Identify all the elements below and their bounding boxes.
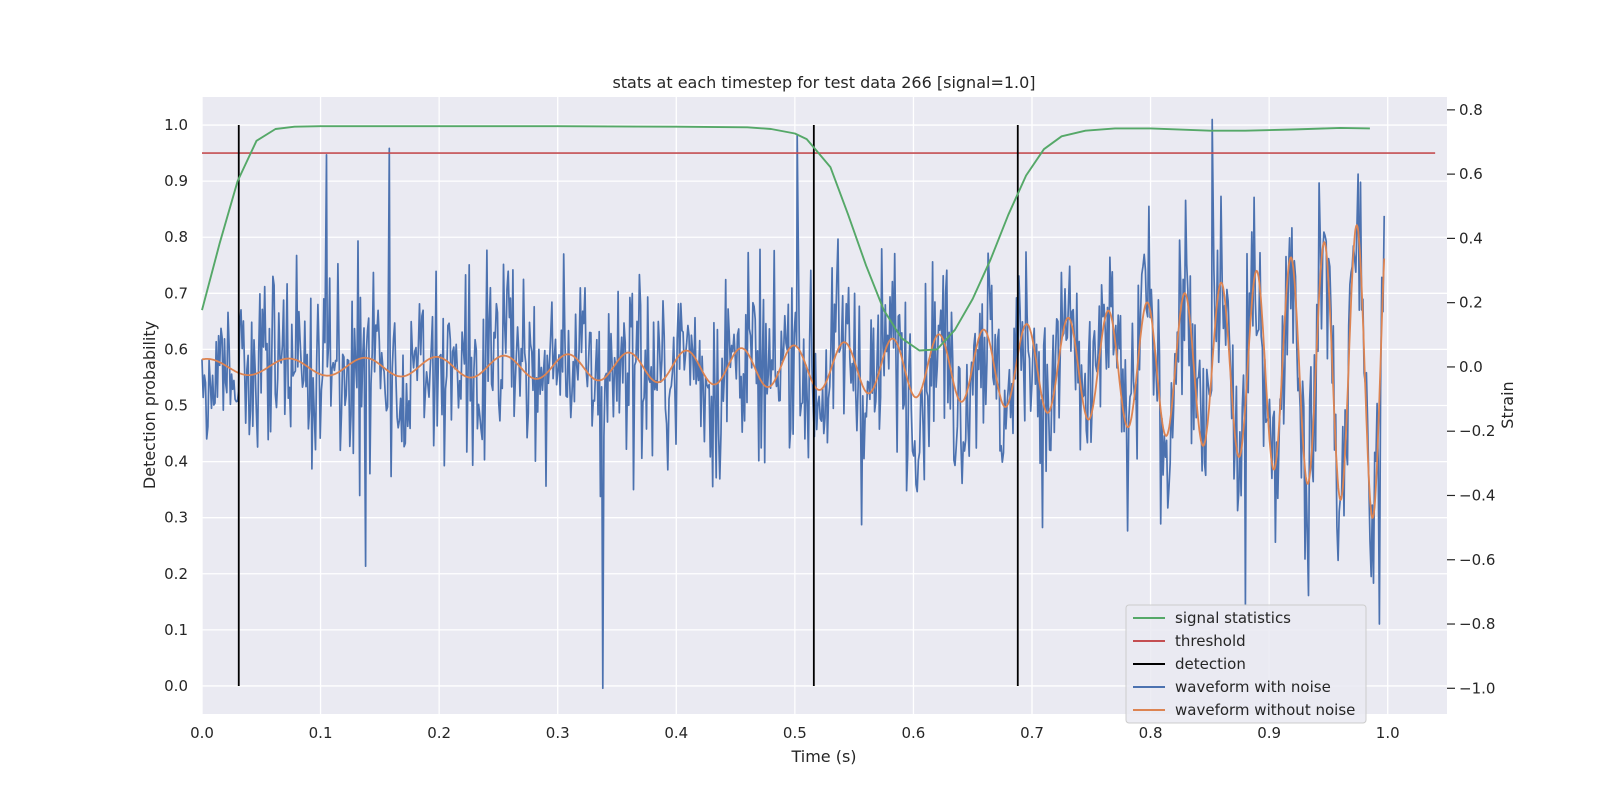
x-tick-label: 0.8 [1139, 724, 1163, 742]
y-left-tick-label: 0.4 [164, 453, 188, 471]
y-left-tick-label: 0.1 [164, 621, 188, 639]
y-left-tick-label: 0.8 [164, 228, 188, 246]
x-tick-label: 0.5 [783, 724, 807, 742]
x-tick-label: 0.2 [427, 724, 451, 742]
x-tick-label: 0.4 [664, 724, 688, 742]
y-left-tick-label: 0.2 [164, 565, 188, 583]
x-axis-label: Time (s) [790, 747, 856, 766]
legend-label-waveform-with-noise: waveform with noise [1175, 678, 1331, 696]
series-waveform-without-noise [201, 224, 1386, 519]
x-tick-label: 1.0 [1376, 724, 1400, 742]
y-right-tick-label: −1.0 [1459, 679, 1495, 697]
y-left-tick-label: 0.6 [164, 340, 188, 358]
ticks: 0.0 0.1 0.2 0.3 0.4 0.5 0.6 0.7 0.8 0.9 1.0 0.0 0.1 0… [164, 101, 1495, 742]
y-axis-label-left: Detection probability [140, 321, 159, 489]
x-tick-label: 0.6 [901, 724, 925, 742]
y-right-tick-label: 0.8 [1459, 101, 1483, 119]
x-tick-label: 0.7 [1020, 724, 1044, 742]
series-waveform-with-noise [201, 118, 1386, 690]
x-tick-label: 0.1 [309, 724, 333, 742]
legend-label-waveform-without-noise: waveform without noise [1175, 701, 1355, 719]
x-tick-label: 0.3 [546, 724, 570, 742]
legend-box [1125, 604, 1367, 724]
x-tick-label: 0.9 [1257, 724, 1281, 742]
legend-label-threshold: threshold [1175, 632, 1246, 650]
y-left-tick-label: 0.5 [164, 397, 188, 415]
y-right-tick-label: −0.2 [1459, 422, 1495, 440]
y-axis-label-right: Strain [1498, 381, 1517, 428]
y-left-tick-label: 1.0 [164, 116, 188, 134]
y-right-tick-label: 0.4 [1459, 229, 1483, 247]
y-right-tick-label: −0.6 [1459, 551, 1495, 569]
y-left-tick-label: 0.9 [164, 172, 188, 190]
y-right-tick-label: 0.0 [1459, 358, 1483, 376]
series-layer [201, 118, 1436, 690]
legend-label-detection: detection [1175, 655, 1246, 673]
series-signal-statistics [201, 125, 1370, 352]
y-right-tick-label: −0.4 [1459, 486, 1495, 504]
y-left-tick-label: 0.3 [164, 509, 188, 527]
y-right-tick-label: 0.6 [1459, 165, 1483, 183]
y-left-tick-label: 0.0 [164, 677, 188, 695]
y-right-tick-label: −0.8 [1459, 615, 1495, 633]
x-tick-label: 0.0 [190, 724, 214, 742]
y-right-tick-label: 0.2 [1459, 294, 1483, 312]
y-left-tick-label: 0.7 [164, 284, 188, 302]
legend-label-signal-statistics: signal statistics [1175, 609, 1291, 627]
legend: signal statistics threshold detection wa… [1125, 604, 1367, 724]
chart-title: stats at each timestep for test data 266… [612, 73, 1035, 92]
